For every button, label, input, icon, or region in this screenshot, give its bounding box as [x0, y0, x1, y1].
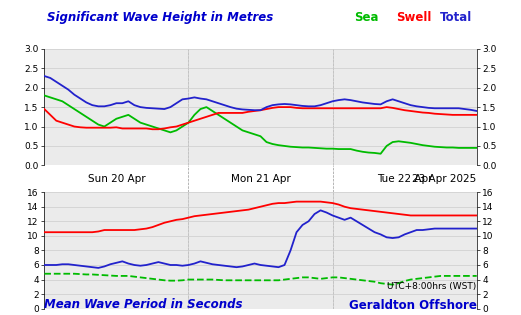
Text: Sun 20 Apr: Sun 20 Apr: [88, 174, 145, 184]
Text: Total: Total: [440, 11, 473, 24]
Text: Tue 22 Apr: Tue 22 Apr: [377, 174, 432, 184]
Text: Sea: Sea: [354, 11, 379, 24]
Text: UTC+8:00hrs (WST): UTC+8:00hrs (WST): [388, 282, 477, 291]
Text: Geraldton Offshore: Geraldton Offshore: [349, 299, 477, 312]
Text: Significant Wave Height in Metres: Significant Wave Height in Metres: [47, 11, 273, 24]
Text: Swell: Swell: [396, 11, 431, 24]
Text: Mean Wave Period in Seconds: Mean Wave Period in Seconds: [44, 298, 243, 311]
Text: Mon 21 Apr: Mon 21 Apr: [231, 174, 290, 184]
Text: 23 Apr 2025: 23 Apr 2025: [413, 174, 477, 184]
